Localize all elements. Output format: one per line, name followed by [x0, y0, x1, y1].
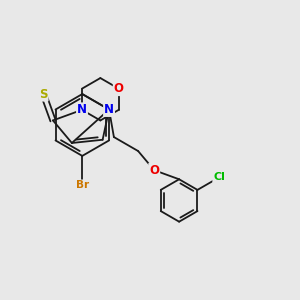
Text: O: O [149, 164, 159, 177]
Text: N: N [77, 103, 87, 116]
Text: Cl: Cl [213, 172, 225, 182]
Text: Br: Br [76, 180, 89, 190]
Text: O: O [114, 82, 124, 95]
Text: N: N [104, 103, 114, 116]
Text: S: S [39, 88, 48, 100]
